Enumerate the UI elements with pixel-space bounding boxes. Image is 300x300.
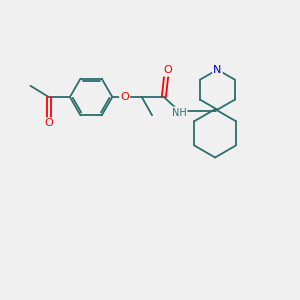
Text: NH: NH bbox=[172, 108, 187, 118]
Text: O: O bbox=[120, 92, 129, 102]
Text: O: O bbox=[163, 65, 172, 76]
Text: O: O bbox=[44, 118, 53, 128]
Text: N: N bbox=[213, 64, 222, 75]
